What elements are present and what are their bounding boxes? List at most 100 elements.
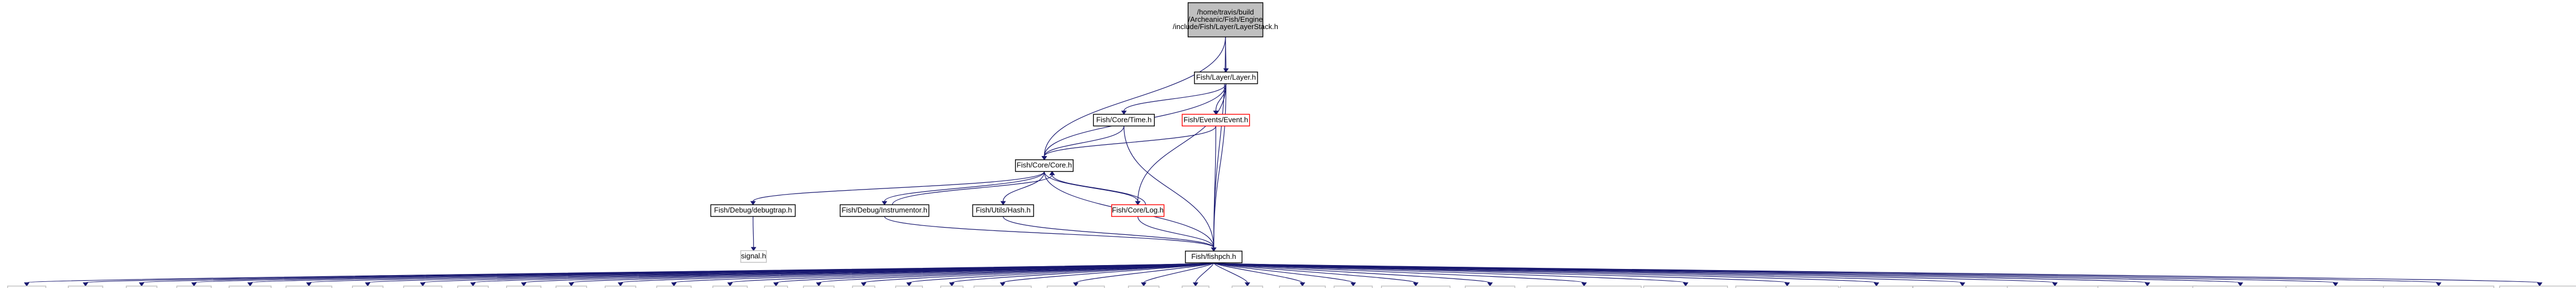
node-label: glm/glm.hpp (1470, 287, 1510, 288)
node-cereal_string: cereal/types/string.hpp (2007, 285, 2103, 288)
node-label: sstream (661, 287, 687, 288)
edge-fishpch-to-sysstat (1213, 262, 1306, 287)
node-label: /home/travis/build (1197, 8, 1254, 16)
edge-fishpch-to-glm_mt (1213, 262, 1587, 287)
node-box (1526, 285, 1642, 288)
node-box (972, 204, 1034, 217)
node-layer[interactable]: Fish/Layer/Layer.h (1194, 72, 1258, 84)
node-label: cereal/types/memory.hpp (2200, 287, 2281, 288)
node-debugtrap[interactable]: Fish/Debug/debugtrap.h (710, 204, 796, 217)
node-box (403, 285, 442, 288)
node-hash[interactable]: Fish/Utils/Hash.h (972, 204, 1034, 217)
edge-layer-to-log (1135, 83, 1227, 206)
node-label: fstream (718, 287, 742, 288)
node-cereal: cereal/cereal.hpp (1840, 285, 1913, 288)
node-instrumentor[interactable]: Fish/Debug/Instrumentor.h (840, 204, 930, 217)
node-string: string (604, 285, 636, 288)
node-label: Fish/Core/Core.h (1017, 161, 1072, 169)
node-sysstat: sys/stat.h (1279, 285, 1326, 288)
node-glm_compat: glm/gtx/compatibility.hpp (1735, 285, 1839, 288)
node-log[interactable]: Fish/Core/Log.h (1111, 204, 1165, 217)
node-label: cereal/types/utility.hpp (2112, 287, 2183, 288)
node-box (656, 285, 692, 288)
edge-fishpch-to-iterator (1213, 262, 1356, 287)
node-box (1840, 285, 1913, 288)
node-deque: deque (895, 285, 923, 288)
node-label: Fish/Debug/Instrumentor.h (842, 206, 927, 214)
edge-fishpch-to-unordered_set (1073, 262, 1215, 287)
node-box (176, 285, 212, 288)
node-cereal_memory: cereal/types/memory.hpp (2192, 285, 2289, 288)
node-iostream: iostream (7, 285, 46, 288)
node-box (555, 285, 587, 288)
node-label: Fish/Core/Time.h (1096, 115, 1151, 124)
node-cereal_complex: cereal/types/complex.hpp (2285, 285, 2385, 288)
node-box (352, 285, 384, 288)
edge-time-to-core (1041, 126, 1125, 160)
node-box (1735, 285, 1839, 288)
node-label: cfloat (464, 287, 482, 288)
node-box (1231, 285, 1263, 288)
edge-fishpch-to-mutex (1193, 262, 1215, 287)
node-cassert: cassert (506, 285, 542, 288)
node-box (2383, 285, 2494, 288)
node-box (228, 285, 272, 288)
node-label: /include/Fish/Layer/LayerStack.h (1173, 22, 1278, 31)
node-box (68, 285, 103, 288)
node-box (2192, 285, 2289, 288)
node-cereal_base: cereal/types/base_class.hpp (2383, 285, 2494, 288)
node-thread: thread (1231, 285, 1263, 288)
node-unordered_map: unordered_map (973, 285, 1032, 288)
edge-core-to-instrumentor (882, 171, 1045, 206)
node-fstream: fstream (712, 285, 748, 288)
node-box (740, 250, 767, 263)
node-map: map (852, 285, 875, 288)
node-label: glm/gtc/matrix_transform.hpp (1537, 287, 1631, 288)
node-box (7, 285, 46, 288)
node-label: thread (1237, 287, 1258, 288)
node-box (852, 285, 875, 288)
edge-root-to-fishpch (1211, 36, 1226, 252)
node-iomanip: iomanip (68, 285, 103, 288)
node-event[interactable]: Fish/Events/Event.h (1182, 114, 1250, 127)
node-root[interactable]: /home/travis/build/Archeanic/Fish/Engine… (1173, 2, 1278, 37)
node-list: list (764, 285, 788, 288)
node-fishpch[interactable]: Fish/fishpch.h (1185, 251, 1242, 263)
edge-fishpch-to-random (1141, 262, 1215, 287)
node-sstream: sstream (656, 285, 692, 288)
node-label: Fish/Core/Log.h (1112, 206, 1164, 214)
node-label: functional (293, 287, 325, 288)
node-box (840, 204, 930, 217)
node-box (712, 285, 748, 288)
edge-fishpch-to-thread (1213, 262, 1250, 287)
node-signal: signal.h (740, 250, 767, 263)
node-glm: glm/glm.hpp (1465, 285, 1516, 288)
node-chrono: chrono (352, 285, 384, 288)
edge-core-to-debugtrap (750, 171, 1045, 206)
edge-fishpch-to-unordered_map (999, 262, 1215, 287)
node-box (710, 204, 796, 217)
node-label: cassert (512, 287, 536, 288)
node-label: map (856, 287, 870, 288)
node-box (1334, 285, 1373, 288)
node-box (895, 285, 923, 288)
node-box (2097, 285, 2198, 288)
node-vector: vector (803, 285, 835, 288)
node-iterator: iterator (1334, 285, 1373, 288)
node-label: IconsFontAwesome5.h (2503, 287, 2576, 288)
node-box (1381, 285, 1451, 288)
node-label: Fish/fishpch.h (1191, 252, 1236, 261)
node-box (1185, 251, 1242, 263)
node-label: string (612, 287, 630, 288)
node-label: spdlog/fmt/fmt.h (1390, 287, 1441, 288)
node-core[interactable]: Fish/Core/Core.h (1015, 159, 1074, 172)
node-box (2499, 285, 2576, 288)
node-label: Fish/Events/Event.h (1184, 115, 1249, 124)
edge-hash-to-fishpch (1003, 216, 1217, 252)
node-time[interactable]: Fish/Core/Time.h (1093, 114, 1155, 127)
node-label: set (947, 287, 957, 288)
node-label: cereal/archives/json.hpp (1923, 287, 2002, 288)
node-label: Fish/Utils/Hash.h (975, 206, 1030, 214)
node-label: cereal/cereal.hpp (1849, 287, 1904, 288)
